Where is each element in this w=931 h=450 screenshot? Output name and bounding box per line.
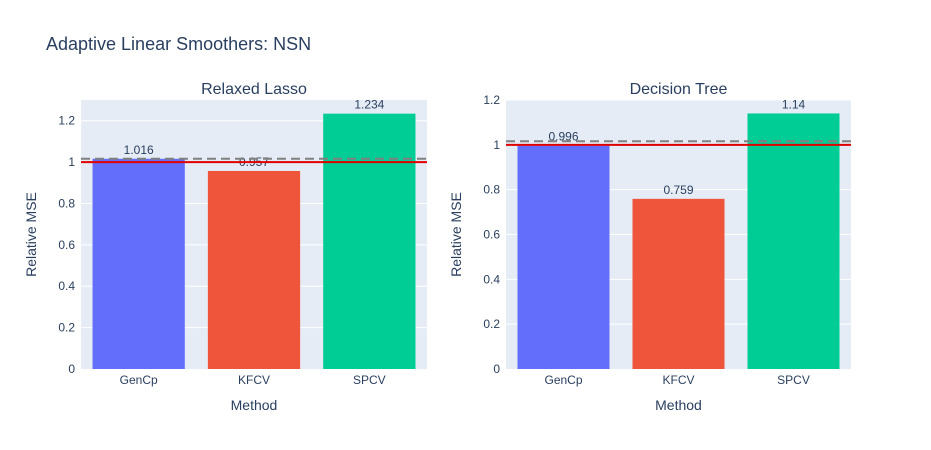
y-tick-label: 0.2 — [58, 321, 75, 335]
x-tick-label: KFCV — [238, 373, 270, 387]
bar-value-label: 0.759 — [663, 183, 693, 197]
subplot-title: Relaxed Lasso — [201, 81, 307, 98]
y-tick-label: 1 — [68, 155, 75, 169]
y-tick-label: 0.6 — [483, 228, 500, 242]
bar-gencp — [517, 145, 610, 369]
bar-kfcv — [207, 170, 301, 369]
y-tick-label: 0.4 — [483, 272, 500, 286]
y-tick-label: 1 — [493, 138, 500, 152]
y-tick-label: 0.4 — [58, 279, 75, 293]
bar-value-label: 1.14 — [782, 97, 806, 111]
x-tick-label: SPCV — [777, 373, 810, 387]
y-tick-label: 0.8 — [483, 183, 500, 197]
bar-value-label: 0.996 — [548, 130, 578, 144]
bar-spcv — [323, 113, 416, 369]
bar-gencp — [92, 158, 185, 369]
y-tick-label: 0.6 — [58, 238, 75, 252]
y-tick-label: 0 — [68, 362, 75, 376]
bar-value-label: 1.234 — [354, 98, 384, 112]
bar-spcv — [747, 113, 840, 369]
x-tick-label: SPCV — [353, 373, 386, 387]
y-tick-label: 1.2 — [483, 93, 500, 107]
subplot-decision-tree: 0 0.2 0.4 0.6 0.8 1 1.2 0.996 GenCp 0.759 KFCV 1.14… — [448, 81, 851, 413]
x-axis-label: Method — [655, 397, 702, 413]
y-tick-label: 0 — [493, 362, 500, 376]
y-axis-label: Relative MSE — [448, 192, 464, 277]
y-tick-label: 0.2 — [483, 317, 500, 331]
subplot-title: Decision Tree — [630, 81, 728, 98]
y-tick-label: 1.2 — [58, 114, 75, 128]
subplot-relaxed-lasso: 00.20.40.60.811.21.016GenCp0.957KFCV1.23… — [23, 81, 427, 413]
x-axis-label: Method — [231, 397, 278, 413]
x-tick-label: GenCp — [544, 373, 582, 387]
bar-value-label: 1.016 — [124, 143, 154, 157]
bar-kfcv — [632, 198, 725, 369]
x-tick-label: KFCV — [662, 373, 694, 387]
y-tick-label: 0.8 — [58, 196, 75, 210]
x-tick-label: GenCp — [120, 373, 158, 387]
chart-title: Adaptive Linear Smoothers: NSN — [46, 34, 311, 54]
y-axis-label: Relative MSE — [23, 192, 39, 277]
